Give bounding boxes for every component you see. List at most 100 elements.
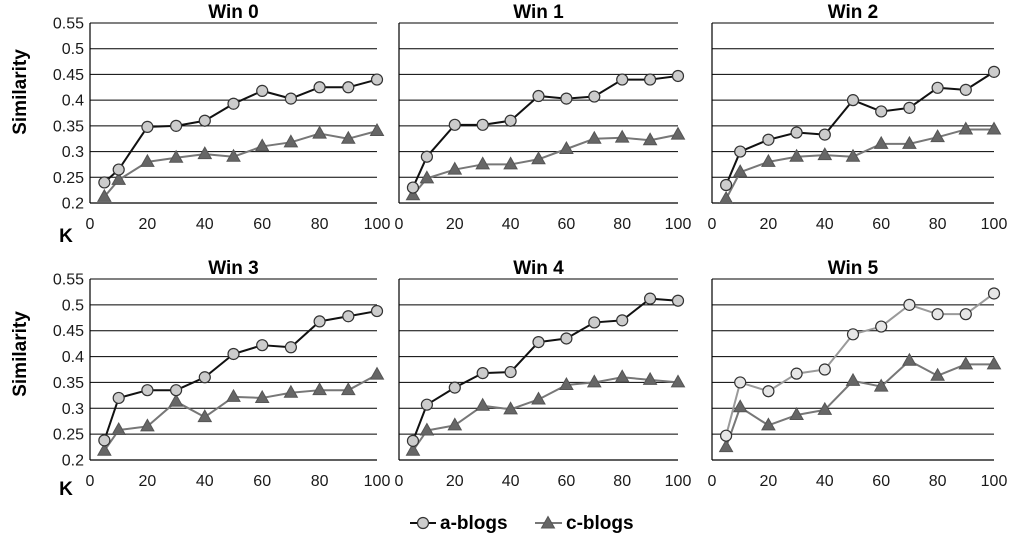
data-point-a-blogs <box>643 73 657 86</box>
x-tick-label: 20 <box>446 216 464 233</box>
chart-title: Win 0 <box>208 2 259 23</box>
data-point-a-blogs <box>98 434 111 447</box>
legend-label-a-blogs: a-blogs <box>440 513 508 534</box>
data-point-c-blogs <box>340 130 356 144</box>
x-tick-label: 100 <box>981 473 1008 490</box>
data-point-c-blogs <box>447 161 463 175</box>
data-point-c-blogs <box>845 148 861 162</box>
data-point-a-blogs <box>734 376 747 389</box>
y-tick-label: 0.35 <box>53 375 84 392</box>
legend-triangle-icon <box>540 515 556 529</box>
data-point-a-blogs <box>846 94 860 107</box>
data-point-c-blogs <box>986 121 1002 135</box>
data-point-c-blogs <box>475 397 491 411</box>
data-point-a-blogs <box>313 315 326 328</box>
data-point-a-blogs <box>504 365 517 379</box>
y-tick-label: 0.3 <box>62 144 84 161</box>
y-tick-label: 0.45 <box>53 67 84 84</box>
data-point-a-blogs <box>342 310 355 323</box>
data-point-a-blogs <box>448 381 461 394</box>
data-point-c-blogs <box>586 374 602 388</box>
data-point-a-blogs <box>532 335 545 349</box>
data-point-c-blogs <box>930 367 945 381</box>
data-point-a-blogs <box>671 294 685 307</box>
data-point-a-blogs <box>476 367 489 380</box>
y-axis-label-bottom: Similarity <box>10 311 31 397</box>
chart-panel: 0 20 40 60 80 100 Win 5 <box>708 258 1008 490</box>
data-point-c-blogs <box>559 140 574 154</box>
data-point-a-blogs <box>818 363 831 376</box>
series-line-a-blogs <box>412 297 679 442</box>
data-point-c-blogs <box>283 134 299 148</box>
x-tick-label: 80 <box>929 216 947 233</box>
data-point-c-blogs <box>586 130 602 144</box>
x-tick-label: 80 <box>613 473 631 490</box>
data-point-c-blogs <box>168 393 184 407</box>
x-tick-label: 0 <box>86 216 95 233</box>
data-point-a-blogs <box>141 384 154 397</box>
data-point-c-blogs <box>254 138 270 152</box>
data-point-c-blogs <box>873 135 889 149</box>
data-point-c-blogs <box>761 153 776 167</box>
data-point-a-blogs <box>284 92 297 105</box>
data-point-a-blogs <box>420 398 433 411</box>
x-tick-label: 60 <box>872 473 890 490</box>
data-point-c-blogs <box>873 378 889 392</box>
data-point-c-blogs <box>283 384 299 398</box>
data-point-a-blogs <box>616 73 629 86</box>
data-point-a-blogs <box>170 384 183 397</box>
data-point-c-blogs <box>789 148 804 162</box>
x-tick-label: 20 <box>139 473 157 490</box>
data-point-a-blogs <box>875 320 888 333</box>
x-tick-label: 40 <box>196 216 214 233</box>
legend: a-blogs c-blogs <box>410 513 634 534</box>
legend-label-c-blogs: c-blogs <box>566 513 634 534</box>
x-tick-label: 0 <box>395 473 404 490</box>
y-tick-label: 0.55 <box>53 16 84 33</box>
data-point-a-blogs <box>762 133 775 146</box>
data-point-a-blogs <box>198 114 211 127</box>
y-tick-label: 0.4 <box>62 349 84 366</box>
chart-panel: 0.2 0.25 0.3 0.35 0.4 0.45 0.5 0.55 0 20 40 60 80 100… <box>53 258 391 490</box>
data-point-a-blogs <box>790 126 803 139</box>
data-point-c-blogs <box>732 399 748 413</box>
y-tick-label: 0.55 <box>53 272 84 289</box>
data-point-c-blogs <box>642 132 658 146</box>
data-point-c-blogs <box>614 129 630 143</box>
data-point-a-blogs <box>818 128 831 141</box>
x-tick-label: 40 <box>816 216 834 233</box>
x-tick-label: 40 <box>502 216 520 233</box>
data-point-a-blogs <box>875 105 888 118</box>
chart-title: Win 4 <box>513 258 564 279</box>
data-point-c-blogs <box>96 188 112 202</box>
y-tick-label: 0.3 <box>62 401 84 418</box>
y-tick-label: 0.2 <box>62 196 84 213</box>
x-axis-label-top: K <box>59 226 73 247</box>
data-point-c-blogs <box>845 372 861 386</box>
data-point-c-blogs <box>254 389 270 403</box>
data-point-c-blogs <box>902 352 917 366</box>
data-point-a-blogs <box>734 145 747 158</box>
chart-title: Win 1 <box>513 2 564 23</box>
data-point-a-blogs <box>987 65 1001 78</box>
x-tick-label: 60 <box>253 216 271 233</box>
data-point-a-blogs <box>931 81 944 94</box>
data-point-c-blogs <box>405 442 421 456</box>
data-point-c-blogs <box>930 129 945 143</box>
x-tick-label: 60 <box>558 216 576 233</box>
chart-title: Win 5 <box>828 258 879 279</box>
data-point-c-blogs <box>902 135 917 149</box>
x-tick-label: 20 <box>446 473 464 490</box>
chart-panel: 0 20 40 60 80 100 Win 1 <box>395 2 692 233</box>
x-tick-label: 20 <box>139 216 157 233</box>
data-point-a-blogs <box>448 118 461 131</box>
data-point-a-blogs <box>532 89 545 103</box>
data-point-c-blogs <box>140 418 155 432</box>
data-point-a-blogs <box>476 118 489 131</box>
data-point-c-blogs <box>405 187 421 201</box>
x-axis-label-bottom: K <box>59 479 73 500</box>
x-tick-label: 20 <box>760 216 778 233</box>
data-point-c-blogs <box>369 366 385 380</box>
y-tick-label: 0.45 <box>53 323 84 340</box>
